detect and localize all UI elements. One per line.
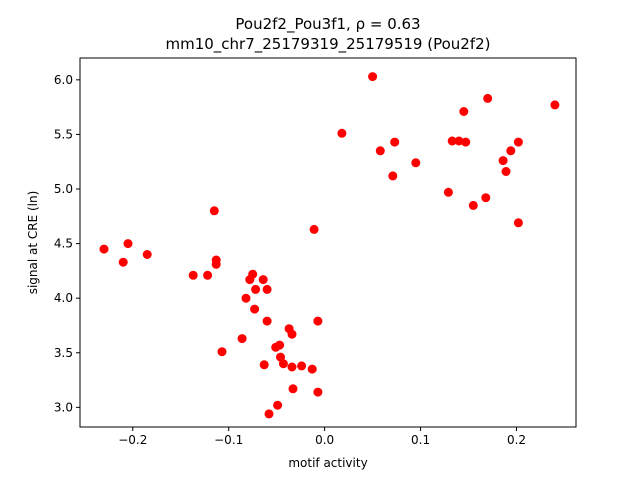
data-point <box>550 100 560 110</box>
data-point <box>337 128 347 138</box>
y-axis-label: signal at CRE (ln) <box>26 191 40 295</box>
data-point <box>368 72 378 82</box>
y-tick-label: 5.5 <box>54 127 73 141</box>
x-tick-label: −0.1 <box>214 433 243 447</box>
chart-title-line1: Pou2f2_Pou3f1, ρ = 0.63 <box>235 15 420 34</box>
data-point <box>287 362 297 372</box>
data-point <box>241 293 251 303</box>
data-point <box>273 400 283 410</box>
data-point <box>307 364 317 374</box>
y-tick-label: 3.0 <box>54 400 73 414</box>
data-point <box>513 218 523 228</box>
data-point <box>250 304 260 314</box>
data-point <box>248 269 258 279</box>
data-point <box>262 284 272 294</box>
data-point <box>142 250 152 259</box>
data-point <box>483 93 493 103</box>
data-point <box>288 384 298 394</box>
data-point <box>468 200 478 210</box>
x-tick-label: 0.1 <box>411 433 430 447</box>
data-point <box>99 244 109 254</box>
data-point <box>118 257 128 267</box>
x-tick-label: −0.2 <box>118 433 147 447</box>
data-point <box>211 259 221 269</box>
data-point <box>501 167 511 176</box>
data-point <box>251 284 261 294</box>
x-axis-label: motif activity <box>288 456 367 470</box>
x-axis-ticks: −0.2 −0.1 0.0 0.1 0.2 <box>118 427 526 447</box>
data-point <box>237 334 247 344</box>
data-point <box>217 347 227 357</box>
data-point <box>388 171 398 181</box>
data-point <box>264 409 274 419</box>
y-tick-label: 3.5 <box>54 346 73 360</box>
data-point <box>258 275 268 285</box>
data-point <box>203 270 213 280</box>
data-point <box>447 136 457 146</box>
y-axis-ticks: 3.0 3.5 4.0 4.5 5.0 5.5 6.0 <box>54 73 80 414</box>
data-point <box>375 146 385 156</box>
data-point <box>461 137 471 147</box>
data-point <box>297 361 307 371</box>
y-tick-label: 4.0 <box>54 291 73 305</box>
data-point <box>411 158 421 168</box>
y-tick-label: 5.0 <box>54 182 73 196</box>
data-point <box>498 156 508 166</box>
data-point <box>454 136 464 146</box>
data-point <box>481 193 491 203</box>
data-point <box>513 137 523 147</box>
data-point <box>506 146 516 156</box>
x-tick-label: 0.0 <box>315 433 334 447</box>
plot-frame <box>79 57 577 428</box>
y-tick-label: 6.0 <box>54 73 73 87</box>
data-point <box>313 316 323 326</box>
x-tick-label: 0.2 <box>507 433 526 447</box>
data-point <box>188 270 198 280</box>
chart-title-line2: mm10_chr7_25179319_25179519 (Pou2f2) <box>165 35 490 54</box>
data-point <box>443 187 453 197</box>
data-point <box>459 107 469 116</box>
data-point <box>278 359 288 369</box>
data-point <box>262 316 272 326</box>
data-point <box>209 206 219 216</box>
y-tick-label: 4.5 <box>54 237 73 251</box>
data-point <box>259 360 269 370</box>
data-point <box>287 329 297 339</box>
data-point <box>123 239 133 249</box>
data-point <box>313 387 323 397</box>
data-point <box>390 137 400 147</box>
data-point <box>275 340 285 350</box>
data-points <box>99 72 560 419</box>
data-point <box>309 224 319 234</box>
